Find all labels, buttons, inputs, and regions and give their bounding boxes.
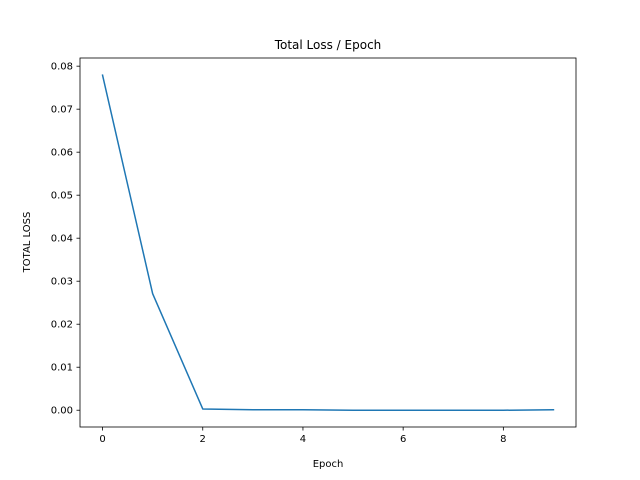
y-tick-label: 0.00 <box>51 406 73 417</box>
series-layer <box>101 74 555 411</box>
y-tick-label: 0.02 <box>51 320 73 331</box>
x-axis: 0 2 4 6 8 <box>99 427 507 445</box>
y-tick-label: 0.05 <box>51 191 73 202</box>
x-tick-label: 2 <box>200 434 206 445</box>
x-tick-label: 8 <box>500 434 506 445</box>
x-tick-label: 4 <box>300 434 306 445</box>
y-tick-label: 0.08 <box>51 62 73 73</box>
chart-title: Total Loss / Epoch <box>274 38 382 52</box>
y-axis-label: TOTAL LOSS <box>22 212 33 274</box>
x-axis-label: Epoch <box>313 459 344 470</box>
loss-line <box>101 74 555 411</box>
x-tick-label: 0 <box>99 434 105 445</box>
axes-frame <box>79 57 577 428</box>
y-tick-label: 0.07 <box>51 105 73 116</box>
x-tick-label: 6 <box>400 434 406 445</box>
y-tick-label: 0.03 <box>51 277 73 288</box>
y-tick-label: 0.04 <box>51 234 73 245</box>
y-axis: 0.00 0.01 0.02 0.03 0.04 0.05 0.06 0.07 0.08 <box>51 62 80 417</box>
y-tick-label: 0.06 <box>51 148 73 159</box>
y-tick-label: 0.01 <box>51 363 73 374</box>
